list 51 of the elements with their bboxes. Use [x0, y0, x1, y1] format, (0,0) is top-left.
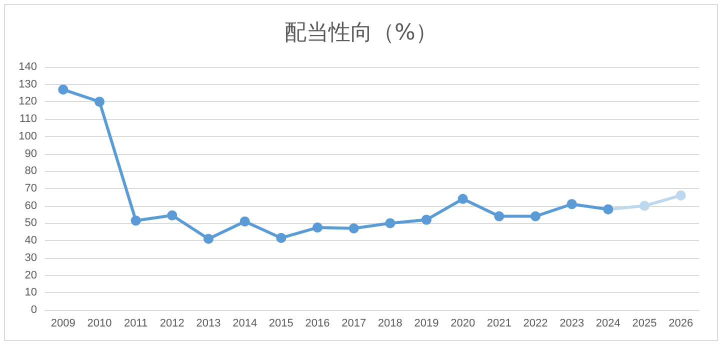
y-tick-label: 100	[18, 130, 37, 142]
y-tick-label: 30	[24, 252, 37, 264]
point	[167, 210, 178, 220]
chart-title: 配当性向（%）	[284, 20, 438, 46]
x-tick-label: 2019	[414, 318, 439, 330]
x-tick-label: 2013	[196, 318, 221, 330]
x-tick-label: 2021	[486, 318, 512, 330]
x-tick-label: 2016	[305, 318, 330, 330]
point	[240, 216, 250, 226]
y-tick-label: 70	[24, 182, 37, 194]
point	[458, 194, 468, 204]
x-tick-label: 2020	[450, 318, 476, 330]
point	[530, 211, 540, 222]
point	[130, 216, 141, 226]
x-tick-label: 2010	[87, 318, 112, 330]
x-tick-label: 2026	[668, 318, 694, 330]
x-tick-label: 2009	[50, 318, 76, 330]
y-tick-label: 0	[30, 304, 37, 316]
y-tick-label: 80	[24, 165, 37, 178]
x-tick-label: 2011	[124, 318, 148, 330]
x-tick-label: 2018	[378, 318, 402, 330]
y-tick-label: 130	[18, 78, 37, 90]
y-tick-label: 90	[24, 148, 37, 160]
point	[676, 190, 686, 200]
point	[494, 211, 504, 222]
point	[312, 222, 322, 233]
point	[204, 234, 214, 244]
x-tick-label: 2012	[160, 318, 184, 330]
x-tick-label: 2024	[596, 318, 620, 330]
point	[566, 199, 577, 210]
y-tick-label: 20	[24, 269, 37, 282]
point	[422, 214, 432, 225]
x-tick-label: 2015	[268, 318, 294, 330]
y-tick-label: 60	[24, 200, 37, 212]
x-tick-label: 2014	[232, 318, 258, 330]
point	[640, 200, 650, 211]
point	[348, 223, 359, 234]
y-tick-label: 40	[24, 234, 37, 247]
x-tick-label: 2017	[342, 318, 366, 330]
y-tick-label: 10	[24, 286, 37, 299]
x-tick-label: 2023	[560, 318, 584, 330]
y-tick-label: 140	[18, 61, 37, 73]
point	[276, 232, 286, 243]
y-tick-label: 50	[24, 217, 37, 230]
x-tick-label: 2025	[632, 318, 657, 330]
y-tick-label: 110	[19, 113, 37, 126]
point	[385, 218, 396, 228]
x-tick-label: 2022	[523, 318, 548, 330]
point	[94, 96, 104, 107]
y-tick-label: 120	[18, 96, 37, 108]
point	[58, 84, 68, 95]
